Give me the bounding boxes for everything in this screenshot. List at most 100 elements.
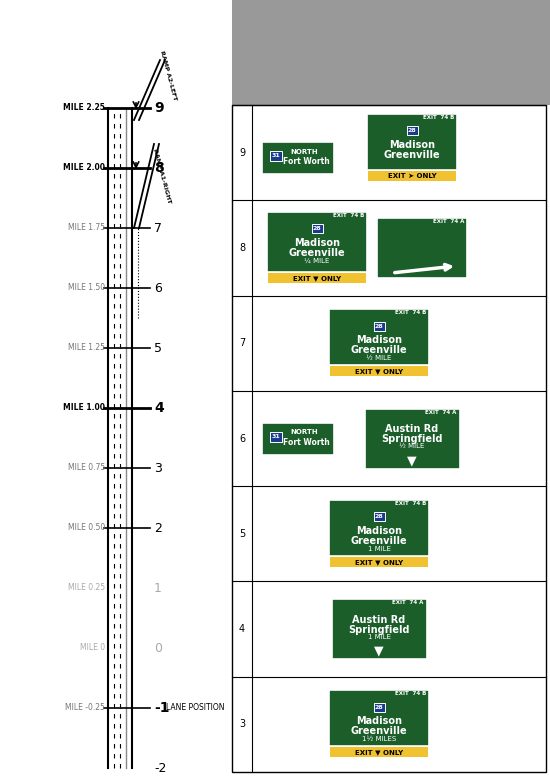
Text: MILE 1.25: MILE 1.25: [68, 343, 105, 353]
Text: 31: 31: [272, 434, 280, 439]
Text: Austin Rd: Austin Rd: [353, 615, 406, 625]
Text: EXIT ▼ ONLY: EXIT ▼ ONLY: [355, 750, 403, 755]
Text: 7: 7: [154, 222, 162, 235]
Text: Madison: Madison: [356, 526, 402, 536]
Bar: [330, 557, 428, 567]
Text: 5: 5: [239, 529, 245, 539]
Text: LANE POSITION: LANE POSITION: [166, 704, 224, 712]
Text: EXIT  74 B: EXIT 74 B: [422, 115, 454, 119]
Text: 8: 8: [239, 243, 245, 253]
Text: EXIT  74 B: EXIT 74 B: [395, 691, 426, 697]
Bar: [330, 367, 428, 376]
Text: 7: 7: [239, 339, 245, 348]
Text: RAMP A1-RIGHT: RAMP A1-RIGHT: [152, 148, 172, 204]
Text: 9: 9: [239, 147, 245, 158]
Text: NORTH: NORTH: [290, 149, 318, 154]
Bar: [365, 409, 459, 469]
Bar: [329, 309, 429, 365]
Text: 1 MILE: 1 MILE: [367, 546, 390, 551]
Text: EXIT ▼ ONLY: EXIT ▼ ONLY: [355, 368, 403, 374]
Text: EXIT ▼ ONLY: EXIT ▼ ONLY: [293, 275, 341, 281]
Text: ▼: ▼: [407, 454, 417, 467]
Text: ½ MILE: ½ MILE: [399, 444, 425, 449]
Text: 3: 3: [239, 719, 245, 729]
Text: EXIT  74 A: EXIT 74 A: [433, 219, 464, 224]
Text: 28: 28: [408, 128, 416, 133]
Text: MILE 1.00: MILE 1.00: [63, 403, 105, 413]
Text: Springfield: Springfield: [348, 625, 410, 635]
Bar: [367, 114, 457, 169]
Bar: [0, 0, 550, 105]
Bar: [373, 321, 384, 331]
Text: MILE 1.50: MILE 1.50: [68, 283, 105, 292]
Text: Greenville: Greenville: [351, 346, 408, 355]
Bar: [268, 273, 366, 283]
Text: EXIT ▼ ONLY: EXIT ▼ ONLY: [355, 558, 403, 565]
Text: ¼ MILE: ¼ MILE: [304, 258, 329, 264]
Text: 1½ MILES: 1½ MILES: [362, 736, 396, 743]
Text: 28: 28: [312, 226, 321, 232]
Bar: [270, 151, 282, 161]
Text: MILE -0.25: MILE -0.25: [65, 704, 105, 712]
Text: RAMP A2-LEFT: RAMP A2-LEFT: [159, 50, 177, 101]
Text: 6: 6: [239, 434, 245, 444]
Text: Greenville: Greenville: [384, 150, 441, 160]
Text: MILE 2.25: MILE 2.25: [63, 104, 105, 112]
Bar: [406, 126, 417, 135]
Text: MILE 2.00: MILE 2.00: [63, 164, 105, 172]
Bar: [270, 431, 282, 441]
Bar: [267, 212, 367, 272]
Bar: [329, 500, 429, 556]
Text: 8: 8: [154, 161, 164, 175]
Text: Greenville: Greenville: [351, 536, 408, 546]
Text: Madison: Madison: [389, 140, 435, 150]
Bar: [368, 171, 456, 181]
Text: Greenville: Greenville: [351, 726, 408, 736]
Text: Fort Worth: Fort Worth: [283, 438, 329, 447]
Bar: [262, 423, 334, 455]
Text: EXIT  74 B: EXIT 74 B: [333, 213, 364, 218]
Text: Austin Rd: Austin Rd: [386, 424, 439, 434]
Text: EXIT  74 B: EXIT 74 B: [395, 310, 426, 315]
Bar: [377, 218, 467, 278]
Text: 6: 6: [154, 282, 162, 295]
Text: 0: 0: [154, 641, 162, 654]
Text: MILE 0: MILE 0: [80, 644, 105, 653]
Text: 1: 1: [154, 582, 162, 594]
Text: 31: 31: [272, 153, 280, 158]
Bar: [329, 690, 429, 746]
Text: Madison: Madison: [294, 238, 340, 248]
Bar: [262, 142, 334, 174]
Text: MILE 0.25: MILE 0.25: [68, 583, 105, 593]
Bar: [373, 703, 384, 712]
Text: EXIT  74 A: EXIT 74 A: [392, 600, 424, 605]
Text: -1: -1: [154, 701, 169, 715]
Text: ▼: ▼: [374, 644, 384, 658]
Text: NORTH: NORTH: [290, 430, 318, 435]
Text: 2: 2: [154, 522, 162, 534]
Text: EXIT ➤ ONLY: EXIT ➤ ONLY: [388, 172, 436, 179]
Bar: [232, 105, 546, 772]
Text: MILE 1.75: MILE 1.75: [68, 224, 105, 232]
Text: Madison: Madison: [356, 716, 402, 726]
Text: 4: 4: [154, 401, 164, 415]
Text: 9: 9: [154, 101, 164, 115]
Bar: [332, 599, 426, 659]
Text: 4: 4: [239, 624, 245, 634]
Text: EXIT  74 B: EXIT 74 B: [395, 501, 426, 505]
Text: ½ MILE: ½ MILE: [366, 355, 392, 361]
Text: MILE 0.75: MILE 0.75: [68, 463, 105, 473]
Bar: [330, 747, 428, 757]
Text: Greenville: Greenville: [289, 248, 345, 258]
Text: 5: 5: [154, 342, 162, 354]
Text: 3: 3: [154, 462, 162, 474]
Bar: [0, 0, 232, 105]
Text: 1 MILE: 1 MILE: [367, 634, 390, 640]
Text: MILE 0.50: MILE 0.50: [68, 523, 105, 533]
Text: 28: 28: [375, 514, 383, 519]
Text: 28: 28: [375, 705, 383, 710]
Text: Springfield: Springfield: [381, 434, 443, 445]
Bar: [311, 225, 322, 233]
Text: EXIT  74 A: EXIT 74 A: [425, 410, 456, 414]
Text: -2: -2: [154, 761, 166, 775]
